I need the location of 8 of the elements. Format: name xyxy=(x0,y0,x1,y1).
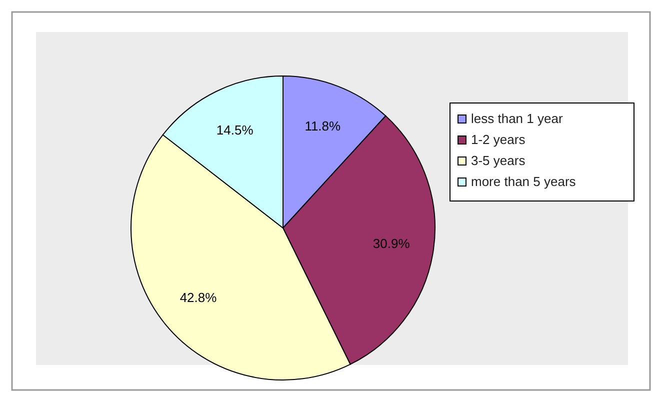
data-label: 14.5% xyxy=(216,122,254,138)
legend-label: less than 1 year xyxy=(471,111,564,126)
data-label: 30.9% xyxy=(372,236,410,251)
legend-label: 1-2 years xyxy=(471,132,526,147)
legend-label: more than 5 years xyxy=(471,174,576,189)
data-label: 42.8% xyxy=(180,290,218,305)
data-label: 11.8% xyxy=(304,118,342,134)
legend-label: 3-5 years xyxy=(471,153,526,168)
